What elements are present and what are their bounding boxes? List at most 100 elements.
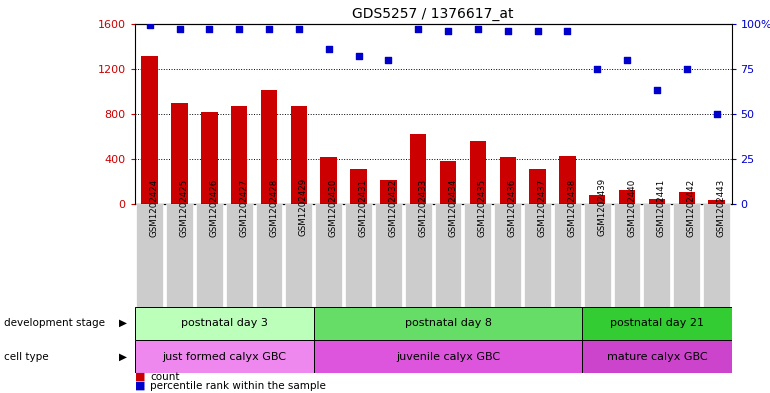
FancyBboxPatch shape <box>135 340 314 373</box>
Point <box>442 28 454 34</box>
Bar <box>559 156 576 204</box>
Bar <box>529 169 546 204</box>
FancyBboxPatch shape <box>703 204 730 307</box>
Text: GSM1202429: GSM1202429 <box>299 178 308 237</box>
Bar <box>201 112 218 204</box>
Point <box>501 28 514 34</box>
Text: ■: ■ <box>135 372 146 382</box>
FancyBboxPatch shape <box>614 204 641 307</box>
Text: juvenile calyx GBC: juvenile calyx GBC <box>396 352 500 362</box>
FancyBboxPatch shape <box>314 307 582 340</box>
Text: ■: ■ <box>135 381 146 391</box>
Text: GSM1202443: GSM1202443 <box>717 178 725 237</box>
Bar <box>171 103 188 204</box>
Point <box>382 57 394 63</box>
Bar <box>500 157 516 204</box>
Bar <box>290 106 307 204</box>
Text: GSM1202438: GSM1202438 <box>567 178 577 237</box>
Bar <box>320 157 337 204</box>
Text: count: count <box>150 372 179 382</box>
Text: development stage: development stage <box>4 318 105 328</box>
FancyBboxPatch shape <box>314 340 582 373</box>
Text: GSM1202433: GSM1202433 <box>418 178 427 237</box>
Text: postnatal day 3: postnatal day 3 <box>181 318 268 328</box>
Bar <box>142 56 158 204</box>
Point <box>233 26 246 32</box>
Point <box>263 26 275 32</box>
Text: GSM1202425: GSM1202425 <box>179 178 189 237</box>
FancyBboxPatch shape <box>554 204 581 307</box>
FancyBboxPatch shape <box>673 204 700 307</box>
Point <box>561 28 574 34</box>
Bar <box>261 90 277 204</box>
Point <box>621 57 633 63</box>
Text: GSM1202442: GSM1202442 <box>687 178 696 237</box>
Text: GSM1202424: GSM1202424 <box>149 178 159 237</box>
Point <box>143 22 156 29</box>
Point <box>412 26 424 32</box>
Point <box>681 66 693 72</box>
Bar <box>678 192 695 204</box>
FancyBboxPatch shape <box>582 340 732 373</box>
Text: cell type: cell type <box>4 352 49 362</box>
Point <box>203 26 216 32</box>
Text: GSM1202439: GSM1202439 <box>598 178 606 237</box>
Bar <box>708 200 725 204</box>
Point <box>591 66 604 72</box>
Point <box>173 26 186 32</box>
FancyBboxPatch shape <box>582 307 732 340</box>
FancyBboxPatch shape <box>136 204 163 307</box>
Point <box>353 53 365 59</box>
Point <box>711 111 723 117</box>
FancyBboxPatch shape <box>405 204 432 307</box>
Text: ▶: ▶ <box>119 318 127 328</box>
Text: percentile rank within the sample: percentile rank within the sample <box>150 381 326 391</box>
Text: GSM1202428: GSM1202428 <box>269 178 278 237</box>
Text: GSM1202440: GSM1202440 <box>627 178 636 237</box>
FancyBboxPatch shape <box>286 204 313 307</box>
Text: GSM1202432: GSM1202432 <box>388 178 397 237</box>
FancyBboxPatch shape <box>434 204 461 307</box>
FancyBboxPatch shape <box>196 204 223 307</box>
Text: GSM1202436: GSM1202436 <box>507 178 517 237</box>
Text: GSM1202430: GSM1202430 <box>329 178 338 237</box>
Text: GSM1202426: GSM1202426 <box>209 178 219 237</box>
Point <box>472 26 484 32</box>
Text: GSM1202437: GSM1202437 <box>537 178 547 237</box>
Text: ▶: ▶ <box>119 352 127 362</box>
Text: postnatal day 21: postnatal day 21 <box>610 318 704 328</box>
Text: GSM1202441: GSM1202441 <box>657 178 666 237</box>
FancyBboxPatch shape <box>135 307 314 340</box>
Bar <box>589 195 605 204</box>
Bar <box>470 141 486 204</box>
Bar <box>350 169 367 204</box>
FancyBboxPatch shape <box>464 204 491 307</box>
FancyBboxPatch shape <box>524 204 551 307</box>
Text: GSM1202434: GSM1202434 <box>448 178 457 237</box>
FancyBboxPatch shape <box>375 204 402 307</box>
FancyBboxPatch shape <box>226 204 253 307</box>
Point <box>323 46 335 52</box>
FancyBboxPatch shape <box>644 204 671 307</box>
FancyBboxPatch shape <box>584 204 611 307</box>
Text: postnatal day 8: postnatal day 8 <box>404 318 491 328</box>
FancyBboxPatch shape <box>494 204 521 307</box>
Bar <box>619 190 635 204</box>
FancyBboxPatch shape <box>345 204 372 307</box>
Text: mature calyx GBC: mature calyx GBC <box>607 352 707 362</box>
Bar <box>648 199 665 204</box>
Bar <box>410 134 427 204</box>
Point <box>531 28 544 34</box>
FancyBboxPatch shape <box>315 204 342 307</box>
Bar <box>440 162 457 204</box>
Bar <box>380 180 397 204</box>
Bar <box>231 106 247 204</box>
Text: GSM1202427: GSM1202427 <box>239 178 248 237</box>
Title: GDS5257 / 1376617_at: GDS5257 / 1376617_at <box>353 7 514 21</box>
Text: just formed calyx GBC: just formed calyx GBC <box>162 352 286 362</box>
Text: GSM1202431: GSM1202431 <box>359 178 367 237</box>
FancyBboxPatch shape <box>166 204 193 307</box>
Point <box>293 26 305 32</box>
Text: GSM1202435: GSM1202435 <box>478 178 487 237</box>
Point <box>651 87 663 94</box>
